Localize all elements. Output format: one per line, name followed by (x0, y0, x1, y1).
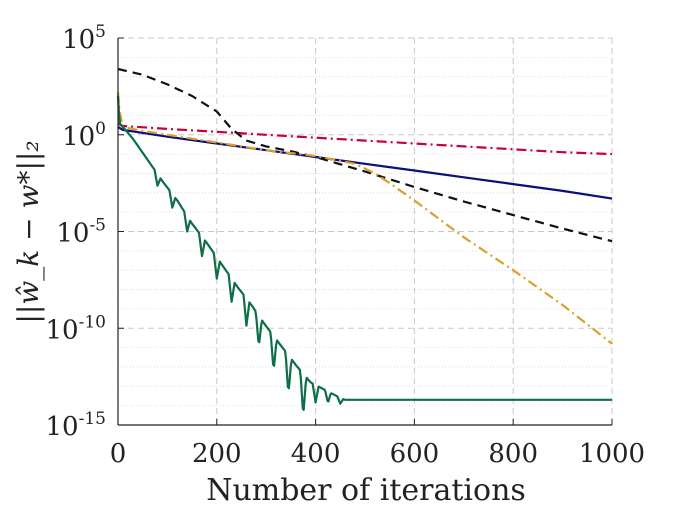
y-tick-label: 10-15 (46, 409, 106, 442)
series-line-3 (117, 67, 613, 243)
y-tick-label: 100 (62, 119, 106, 152)
series-line-5 (116, 95, 613, 411)
x-tick-label: 600 (390, 439, 440, 469)
x-tick-label: 800 (488, 439, 538, 469)
x-tick-label: 400 (291, 439, 341, 469)
y-tick-label: 10-5 (56, 216, 106, 249)
x-tick-labels: 0 200 400 600 800 1000 (110, 439, 645, 469)
x-tick-label: 0 (110, 439, 127, 469)
y-tick-labels: 105 100 10-5 10-10 10-15 (46, 22, 106, 442)
x-axis-label: Number of iterations (206, 473, 526, 508)
series-line-4 (116, 92, 613, 345)
x-tick-label: 1000 (579, 439, 645, 469)
y-tick-label: 105 (62, 22, 106, 55)
series-layer (116, 67, 613, 411)
y-tick-label: 10-10 (46, 312, 106, 345)
y-axis-label: ||ŵ_k − w*||₂ (12, 140, 45, 323)
axes (117, 37, 613, 426)
x-tick-label: 200 (192, 439, 242, 469)
